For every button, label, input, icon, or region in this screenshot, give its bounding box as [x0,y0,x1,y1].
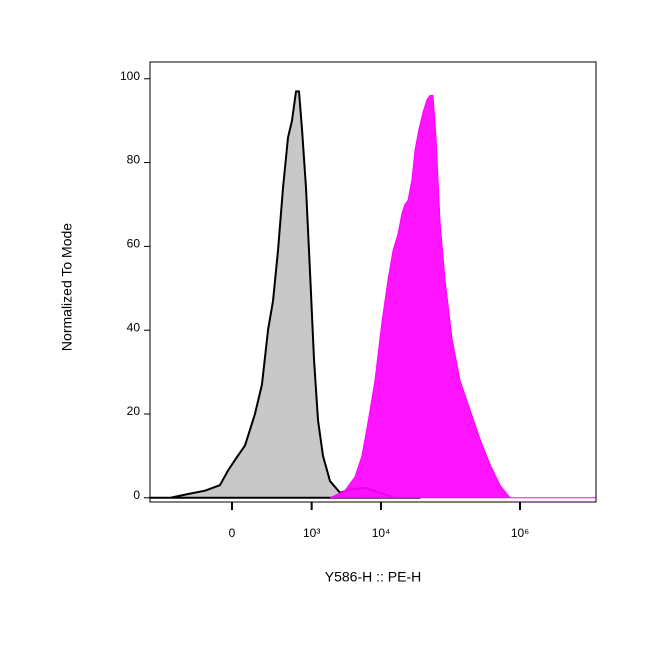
plot-frame [149,61,597,503]
y-tick-label: 0 [133,488,140,502]
y-tick-label: 40 [127,320,141,334]
histogram-area [329,95,597,499]
x-tick-label: 10⁶ [511,526,529,540]
x-tick-label: 10⁴ [372,526,391,540]
x-tick-label: 10³ [303,526,320,540]
y-axis-label: Normalized To Mode [59,223,75,351]
y-tick-label: 60 [127,237,141,251]
x-tick-label: 0 [229,526,236,540]
y-tick-label: 20 [127,404,141,418]
x-axis-label: Y586-H :: PE-H [325,569,421,585]
y-tick-label: 100 [120,69,140,83]
y-tick-label: 80 [127,153,141,167]
